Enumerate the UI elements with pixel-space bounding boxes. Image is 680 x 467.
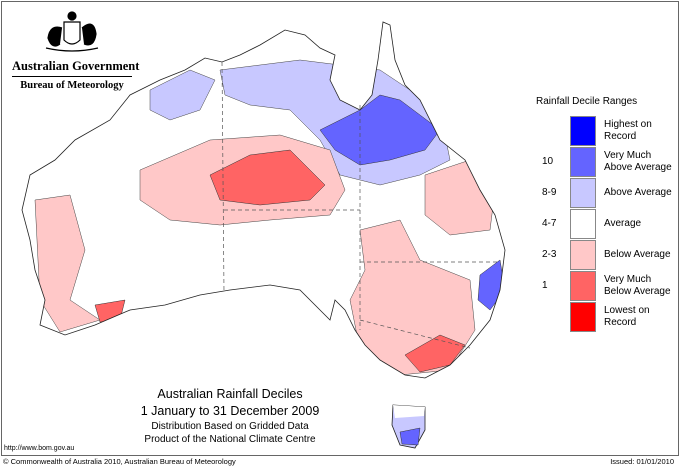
region-very-much-below-vic — [404, 334, 466, 373]
legend-label-line1: Very Much — [604, 150, 652, 161]
logo-government-text: Australian Government — [12, 59, 140, 73]
copyright-text: © Commonwealth of Australia 2010, Austra… — [3, 457, 236, 466]
legend-swatch — [570, 302, 596, 332]
legend-label-line2: Below Average — [604, 286, 671, 297]
legend-label-line2: Above Average — [604, 162, 672, 173]
state-borders — [221, 61, 497, 349]
legend-label-line1: Highest on — [604, 119, 652, 130]
legend-label-line1: Average — [604, 218, 642, 229]
tasmania — [391, 404, 426, 449]
map-subtitle-product: Product of the National Climate Centre — [144, 434, 316, 445]
legend-swatch — [570, 147, 596, 177]
region-very-much-above-north — [319, 94, 441, 166]
bom-url-link[interactable]: http://www.bom.gov.au — [4, 445, 75, 452]
legend-swatch — [570, 240, 596, 270]
legend-label-line2: Record — [604, 131, 637, 142]
region-above-average-kimberley — [149, 69, 216, 121]
legend-title: Rainfall Decile Ranges — [536, 96, 638, 107]
legend-range: 1 — [542, 280, 548, 291]
map-title: Australian Rainfall Deciles — [157, 387, 303, 401]
legend-swatch — [570, 209, 596, 239]
legend-swatch — [570, 271, 596, 301]
issued-date: Issued: 01/01/2010 — [610, 457, 674, 466]
legend-range: 4-7 — [542, 218, 557, 229]
map-frame — [1, 1, 679, 456]
legend-label-line1: Very Much — [604, 274, 652, 285]
legend-label-line2: Record — [604, 317, 637, 328]
map-period: 1 January to 31 December 2009 — [140, 404, 320, 418]
legend-range: 10 — [542, 156, 554, 167]
legend-label-line1: Lowest on — [604, 305, 650, 316]
legend-swatch — [570, 116, 596, 146]
legend-range: 8-9 — [542, 187, 557, 198]
map-subtitle-data: Distribution Based on Gridded Data — [151, 421, 309, 432]
legend-range: 2-3 — [542, 249, 557, 260]
legend-label-line1: Above Average — [604, 187, 672, 198]
legend-swatch — [570, 178, 596, 208]
logo-divider — [12, 76, 132, 77]
region-very-much-below-central — [209, 149, 326, 206]
logo-bureau-text: Bureau of Meteorology — [20, 80, 124, 91]
legend-label-line1: Below Average — [604, 249, 671, 260]
